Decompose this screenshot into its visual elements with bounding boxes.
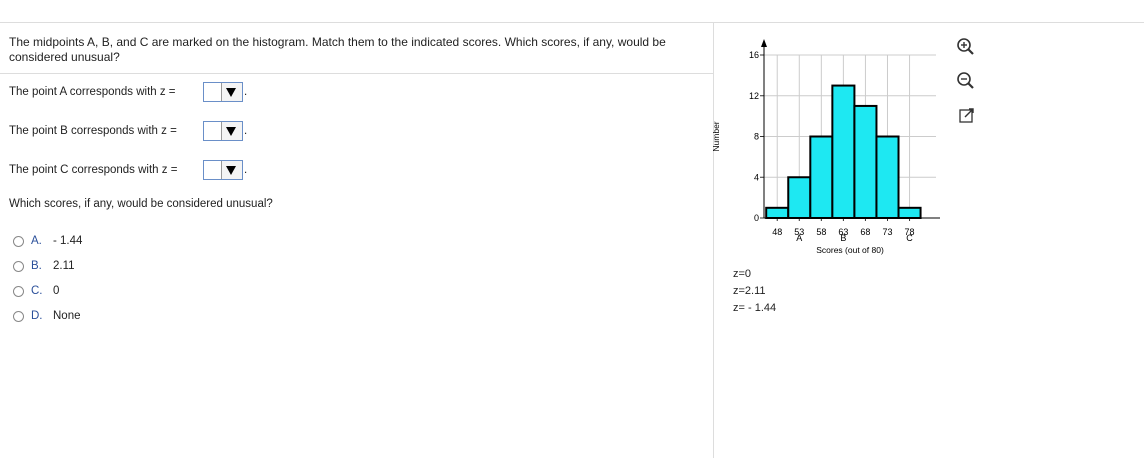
option-letter: B. bbox=[31, 260, 42, 272]
bar bbox=[875, 135, 900, 219]
bar bbox=[897, 206, 922, 219]
rule bbox=[0, 73, 713, 74]
annotation: C bbox=[906, 233, 913, 243]
option-text: 2.11 bbox=[53, 260, 75, 272]
annotation: B bbox=[840, 233, 846, 243]
y-tick-label: 4 bbox=[754, 172, 759, 182]
x-tick-label: 48 bbox=[772, 227, 782, 237]
zoom-out[interactable] bbox=[957, 72, 974, 89]
row-suffix: . bbox=[244, 86, 248, 98]
y-tick-label: 0 bbox=[754, 213, 759, 223]
zoom-in[interactable] bbox=[957, 38, 974, 55]
y-tick-label: 8 bbox=[754, 132, 759, 142]
y-tick-label: 12 bbox=[749, 91, 759, 101]
row-label: The point B corresponds with z = bbox=[9, 125, 177, 137]
x-tick-label: 68 bbox=[860, 227, 870, 237]
dropdown[interactable] bbox=[203, 160, 243, 180]
y-tick-label: 16 bbox=[749, 50, 759, 60]
x-tick-label: 78 bbox=[905, 227, 915, 237]
radio[interactable] bbox=[13, 286, 24, 297]
option-letter: A. bbox=[31, 235, 42, 247]
toolbar bbox=[957, 38, 974, 123]
x-tick-label: 63 bbox=[838, 227, 848, 237]
row-label: The point C corresponds with z = bbox=[9, 164, 178, 176]
option-text: 0 bbox=[53, 285, 60, 297]
row-label: The point A corresponds with z = bbox=[9, 86, 176, 98]
radio[interactable] bbox=[13, 236, 24, 247]
top-rule bbox=[0, 22, 1144, 23]
unusual-prompt: Which scores, if any, would be considere… bbox=[9, 198, 273, 210]
x-axis-label: Scores (out of 80) bbox=[816, 245, 884, 255]
row-suffix: . bbox=[244, 164, 248, 176]
dropdown[interactable] bbox=[203, 121, 243, 141]
popout[interactable] bbox=[959, 108, 974, 123]
answer-choice[interactable]: z=2.11 bbox=[733, 285, 766, 297]
answer-choice[interactable]: z=0 bbox=[733, 268, 752, 280]
x-tick-label: 53 bbox=[794, 227, 804, 237]
x-tick-label: 73 bbox=[882, 227, 892, 237]
option-letter: D. bbox=[31, 310, 43, 322]
y-arrow bbox=[761, 39, 767, 47]
option-letter: C. bbox=[31, 285, 43, 297]
x-tick-label: 58 bbox=[816, 227, 826, 237]
dropdown[interactable] bbox=[203, 82, 243, 102]
row-suffix: . bbox=[244, 125, 248, 137]
bar bbox=[831, 84, 856, 219]
option-text: - 1.44 bbox=[53, 235, 83, 247]
radio[interactable] bbox=[13, 261, 24, 272]
question-text: The midpoints A, B, and C are marked on … bbox=[9, 35, 666, 64]
annotation: A bbox=[796, 233, 802, 243]
radio[interactable] bbox=[13, 311, 24, 322]
bar bbox=[765, 206, 790, 219]
divider bbox=[713, 22, 714, 458]
bar bbox=[809, 135, 834, 219]
y-axis-label: Number bbox=[711, 121, 721, 151]
answer-choice[interactable]: z= - 1.44 bbox=[733, 302, 777, 314]
option-text: None bbox=[53, 310, 81, 322]
bar bbox=[853, 104, 878, 219]
bar bbox=[787, 176, 812, 219]
